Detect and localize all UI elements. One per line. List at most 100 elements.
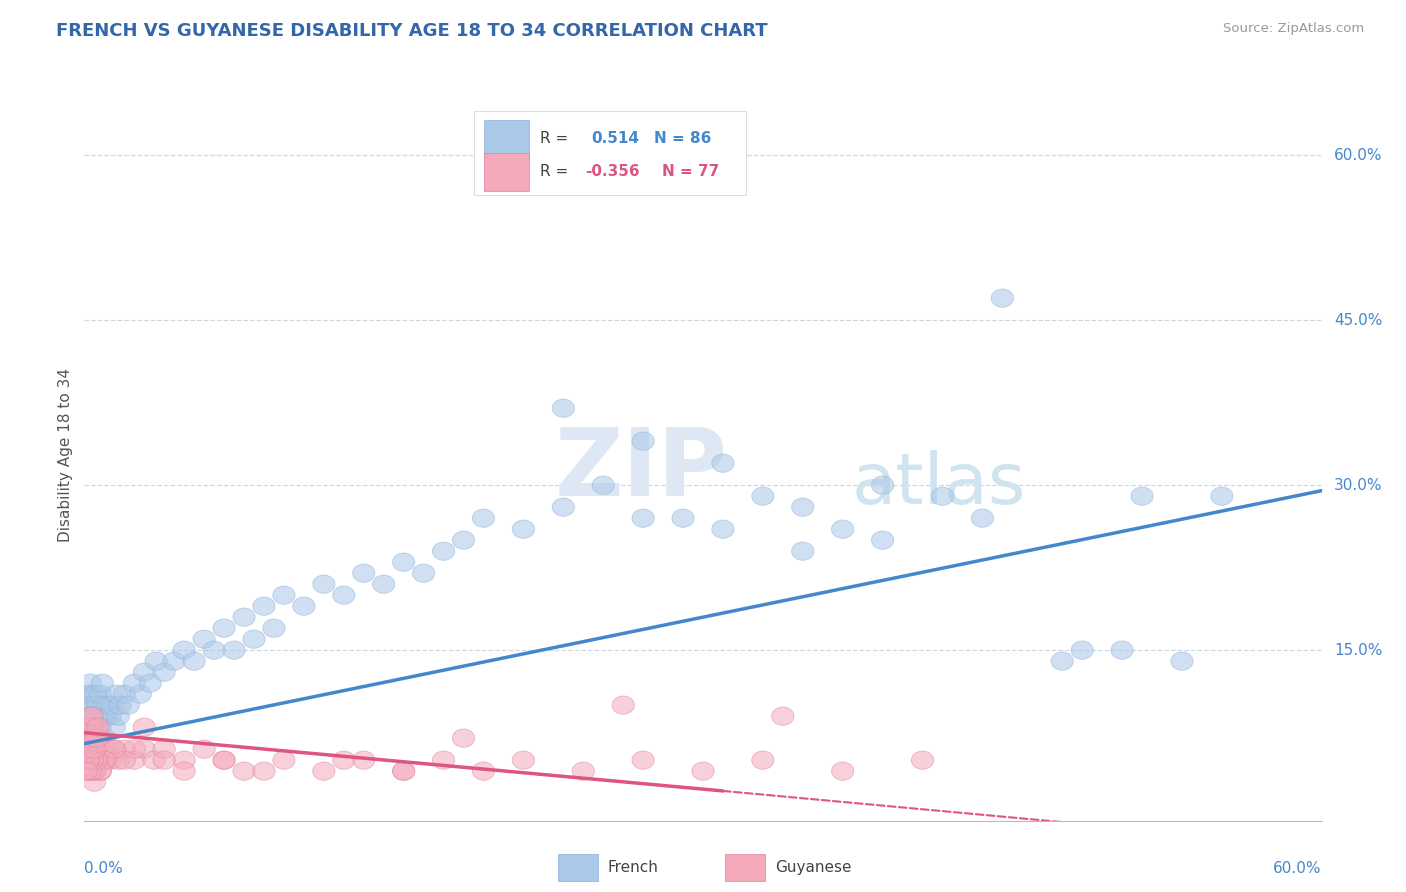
Ellipse shape — [86, 751, 107, 769]
Ellipse shape — [353, 751, 375, 769]
Text: 60.0%: 60.0% — [1334, 148, 1382, 162]
Ellipse shape — [472, 509, 495, 527]
FancyBboxPatch shape — [725, 855, 765, 880]
Ellipse shape — [212, 751, 235, 769]
Ellipse shape — [77, 729, 100, 747]
Text: N = 77: N = 77 — [662, 164, 720, 179]
Text: French: French — [607, 860, 658, 875]
Ellipse shape — [212, 751, 235, 769]
Text: 15.0%: 15.0% — [1334, 642, 1382, 657]
Ellipse shape — [572, 762, 595, 780]
Ellipse shape — [752, 751, 775, 769]
Ellipse shape — [333, 586, 354, 604]
Ellipse shape — [79, 729, 101, 747]
Ellipse shape — [224, 641, 245, 659]
Ellipse shape — [373, 575, 395, 593]
Ellipse shape — [991, 289, 1014, 308]
Ellipse shape — [512, 520, 534, 538]
Ellipse shape — [592, 476, 614, 494]
Ellipse shape — [93, 751, 115, 769]
Ellipse shape — [86, 707, 107, 725]
Text: Guyanese: Guyanese — [775, 860, 851, 875]
Ellipse shape — [129, 685, 152, 703]
Text: Source: ZipAtlas.com: Source: ZipAtlas.com — [1223, 22, 1364, 36]
Ellipse shape — [153, 740, 176, 758]
Ellipse shape — [433, 542, 454, 560]
Ellipse shape — [792, 542, 814, 560]
Ellipse shape — [752, 487, 775, 505]
Ellipse shape — [124, 751, 145, 769]
Ellipse shape — [89, 718, 111, 736]
Ellipse shape — [112, 685, 135, 703]
Ellipse shape — [97, 740, 120, 758]
Ellipse shape — [193, 630, 215, 648]
Ellipse shape — [79, 718, 101, 736]
Ellipse shape — [1211, 487, 1233, 505]
Ellipse shape — [82, 685, 104, 703]
Ellipse shape — [553, 399, 575, 417]
Ellipse shape — [173, 751, 195, 769]
Ellipse shape — [93, 729, 115, 747]
Ellipse shape — [75, 740, 97, 758]
Ellipse shape — [103, 718, 125, 736]
Ellipse shape — [134, 740, 156, 758]
Ellipse shape — [233, 608, 254, 626]
Ellipse shape — [1071, 641, 1094, 659]
Ellipse shape — [312, 762, 335, 780]
Ellipse shape — [392, 762, 415, 780]
Ellipse shape — [124, 674, 145, 692]
Text: R =: R = — [540, 131, 572, 146]
Ellipse shape — [353, 564, 375, 582]
Ellipse shape — [872, 476, 894, 494]
Y-axis label: Disability Age 18 to 34: Disability Age 18 to 34 — [58, 368, 73, 542]
Ellipse shape — [100, 707, 121, 725]
Ellipse shape — [83, 718, 105, 736]
Ellipse shape — [672, 509, 695, 527]
Ellipse shape — [253, 762, 276, 780]
Ellipse shape — [107, 707, 129, 725]
Ellipse shape — [82, 762, 104, 780]
Ellipse shape — [273, 751, 295, 769]
Ellipse shape — [83, 740, 105, 758]
Ellipse shape — [631, 432, 654, 450]
Ellipse shape — [91, 751, 114, 769]
Ellipse shape — [75, 718, 97, 736]
Ellipse shape — [89, 685, 111, 703]
Ellipse shape — [212, 619, 235, 637]
Ellipse shape — [831, 762, 853, 780]
Ellipse shape — [87, 729, 110, 747]
Ellipse shape — [83, 696, 105, 714]
Ellipse shape — [75, 696, 97, 714]
Ellipse shape — [202, 641, 225, 659]
Text: 0.0%: 0.0% — [84, 861, 124, 876]
Ellipse shape — [453, 729, 475, 747]
Ellipse shape — [77, 707, 100, 725]
Ellipse shape — [100, 751, 121, 769]
Ellipse shape — [312, 575, 335, 593]
Ellipse shape — [1111, 641, 1133, 659]
Ellipse shape — [243, 630, 266, 648]
Ellipse shape — [107, 751, 129, 769]
Ellipse shape — [89, 740, 111, 758]
Ellipse shape — [83, 762, 105, 780]
Ellipse shape — [1171, 652, 1194, 670]
Ellipse shape — [392, 553, 415, 571]
Ellipse shape — [292, 597, 315, 615]
Ellipse shape — [83, 773, 105, 791]
Ellipse shape — [97, 696, 120, 714]
Ellipse shape — [75, 729, 97, 747]
Text: -0.356: -0.356 — [585, 164, 640, 179]
Ellipse shape — [91, 707, 114, 725]
Ellipse shape — [93, 696, 115, 714]
Ellipse shape — [89, 762, 111, 780]
Ellipse shape — [163, 652, 186, 670]
Ellipse shape — [134, 663, 156, 681]
Ellipse shape — [872, 531, 894, 549]
Ellipse shape — [79, 696, 101, 714]
Ellipse shape — [612, 696, 634, 714]
Ellipse shape — [93, 740, 115, 758]
Ellipse shape — [79, 674, 101, 692]
Ellipse shape — [79, 718, 101, 736]
Ellipse shape — [86, 685, 107, 703]
Ellipse shape — [83, 751, 105, 769]
